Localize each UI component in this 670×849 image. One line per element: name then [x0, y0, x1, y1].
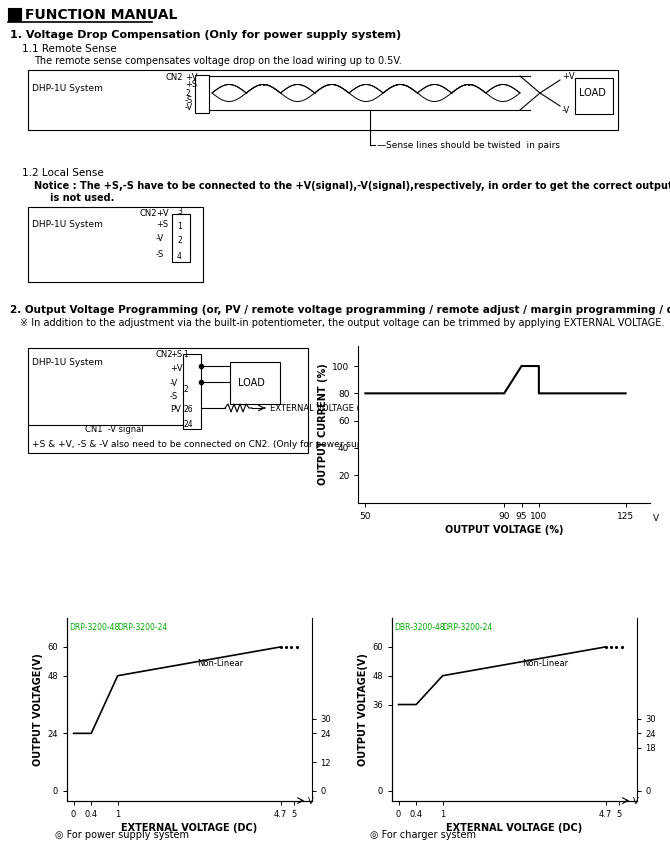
Text: -V: -V: [156, 234, 164, 243]
Bar: [28, 70, 618, 130]
Bar: [230, 362, 280, 404]
Text: +V: +V: [156, 209, 169, 218]
Text: DRP-3200-24: DRP-3200-24: [118, 623, 168, 632]
Text: +S: +S: [185, 80, 197, 89]
Text: EXTERNAL VOLTAGE (DC): EXTERNAL VOLTAGE (DC): [270, 404, 375, 413]
Text: PV: PV: [170, 405, 181, 414]
Text: 2. Output Voltage Programming (or, PV / remote voltage programming / remote adju: 2. Output Voltage Programming (or, PV / …: [10, 305, 670, 315]
Text: -V: -V: [185, 103, 193, 112]
Text: V: V: [308, 797, 314, 806]
Text: The remote sense compensates voltage drop on the load wiring up to 0.5V.: The remote sense compensates voltage dro…: [34, 56, 402, 66]
Bar: [28, 348, 308, 453]
Bar: [195, 75, 209, 113]
Text: —Sense lines should be twisted  in pairs: —Sense lines should be twisted in pairs: [377, 141, 560, 150]
Text: CN2: CN2: [155, 350, 172, 359]
Bar: [28, 207, 203, 282]
Text: DBR-3200-48: DBR-3200-48: [394, 623, 445, 632]
Text: 2: 2: [186, 89, 191, 98]
Y-axis label: OUTPUT VOLTAGE(V): OUTPUT VOLTAGE(V): [34, 653, 43, 766]
Y-axis label: OUTPUT CURRENT (%): OUTPUT CURRENT (%): [318, 363, 328, 485]
Text: CN1  -V signal: CN1 -V signal: [85, 425, 143, 434]
Text: DRP-3200-24: DRP-3200-24: [443, 623, 493, 632]
Text: Non-Linear: Non-Linear: [522, 659, 568, 668]
Text: 1: 1: [177, 222, 182, 231]
Text: 1.1 Remote Sense: 1.1 Remote Sense: [22, 44, 117, 54]
Text: 3: 3: [177, 207, 182, 216]
Text: +V: +V: [185, 73, 198, 82]
X-axis label: OUTPUT VOLTAGE (%): OUTPUT VOLTAGE (%): [445, 525, 563, 535]
Text: V: V: [653, 514, 659, 522]
Text: +V: +V: [170, 364, 183, 373]
X-axis label: EXTERNAL VOLTAGE (DC): EXTERNAL VOLTAGE (DC): [121, 823, 257, 833]
Text: LOAD: LOAD: [579, 88, 606, 98]
Text: 1: 1: [183, 350, 188, 359]
Text: V: V: [633, 797, 639, 806]
Text: Notice : The +S,-S have to be connected to the +V(signal),-V(signal),respectivel: Notice : The +S,-S have to be connected …: [34, 181, 670, 191]
Bar: [183, 354, 201, 429]
Text: +S: +S: [156, 220, 168, 229]
X-axis label: EXTERNAL VOLTAGE (DC): EXTERNAL VOLTAGE (DC): [446, 823, 582, 833]
Bar: [172, 214, 190, 262]
Text: DHP-1U System: DHP-1U System: [32, 358, 103, 367]
Text: 2: 2: [177, 236, 182, 245]
Text: +S & +V, -S & -V also need to be connected on CN2. (Only for power supply system: +S & +V, -S & -V also need to be connect…: [32, 440, 415, 449]
Bar: [8, 8, 21, 21]
Text: 26: 26: [183, 405, 193, 414]
Text: +V: +V: [562, 72, 575, 81]
Text: -S: -S: [185, 96, 193, 105]
Text: -V: -V: [170, 379, 178, 388]
Text: 1.2 Local Sense: 1.2 Local Sense: [22, 168, 104, 178]
Text: +S: +S: [170, 350, 182, 359]
Text: 2: 2: [183, 385, 188, 394]
Text: 24: 24: [183, 420, 193, 429]
Text: is not used.: is not used.: [50, 193, 115, 203]
Text: -S: -S: [156, 250, 164, 259]
Text: 4: 4: [177, 252, 182, 261]
Text: CN2: CN2: [140, 209, 157, 218]
Bar: [575, 78, 613, 114]
Text: 1. Voltage Drop Compensation (Only for power supply system): 1. Voltage Drop Compensation (Only for p…: [10, 30, 401, 40]
Text: DRP-3200-48: DRP-3200-48: [69, 623, 119, 632]
Text: ◎ For power supply system: ◎ For power supply system: [55, 830, 189, 840]
Text: CN2: CN2: [165, 73, 182, 82]
Text: -V: -V: [562, 106, 570, 115]
Text: ◎ For charger system: ◎ For charger system: [370, 830, 476, 840]
Text: ※ In addition to the adjustment via the built-in potentiometer, the output volta: ※ In addition to the adjustment via the …: [20, 318, 665, 328]
Text: LOAD: LOAD: [238, 378, 265, 388]
Text: Non-Linear: Non-Linear: [197, 659, 243, 668]
Text: DHP-1U System: DHP-1U System: [32, 84, 103, 93]
Y-axis label: OUTPUT VOLTAGE(V): OUTPUT VOLTAGE(V): [358, 653, 368, 766]
Text: -S: -S: [170, 392, 178, 401]
Text: FUNCTION MANUAL: FUNCTION MANUAL: [25, 8, 178, 22]
Text: DHP-1U System: DHP-1U System: [32, 220, 103, 229]
